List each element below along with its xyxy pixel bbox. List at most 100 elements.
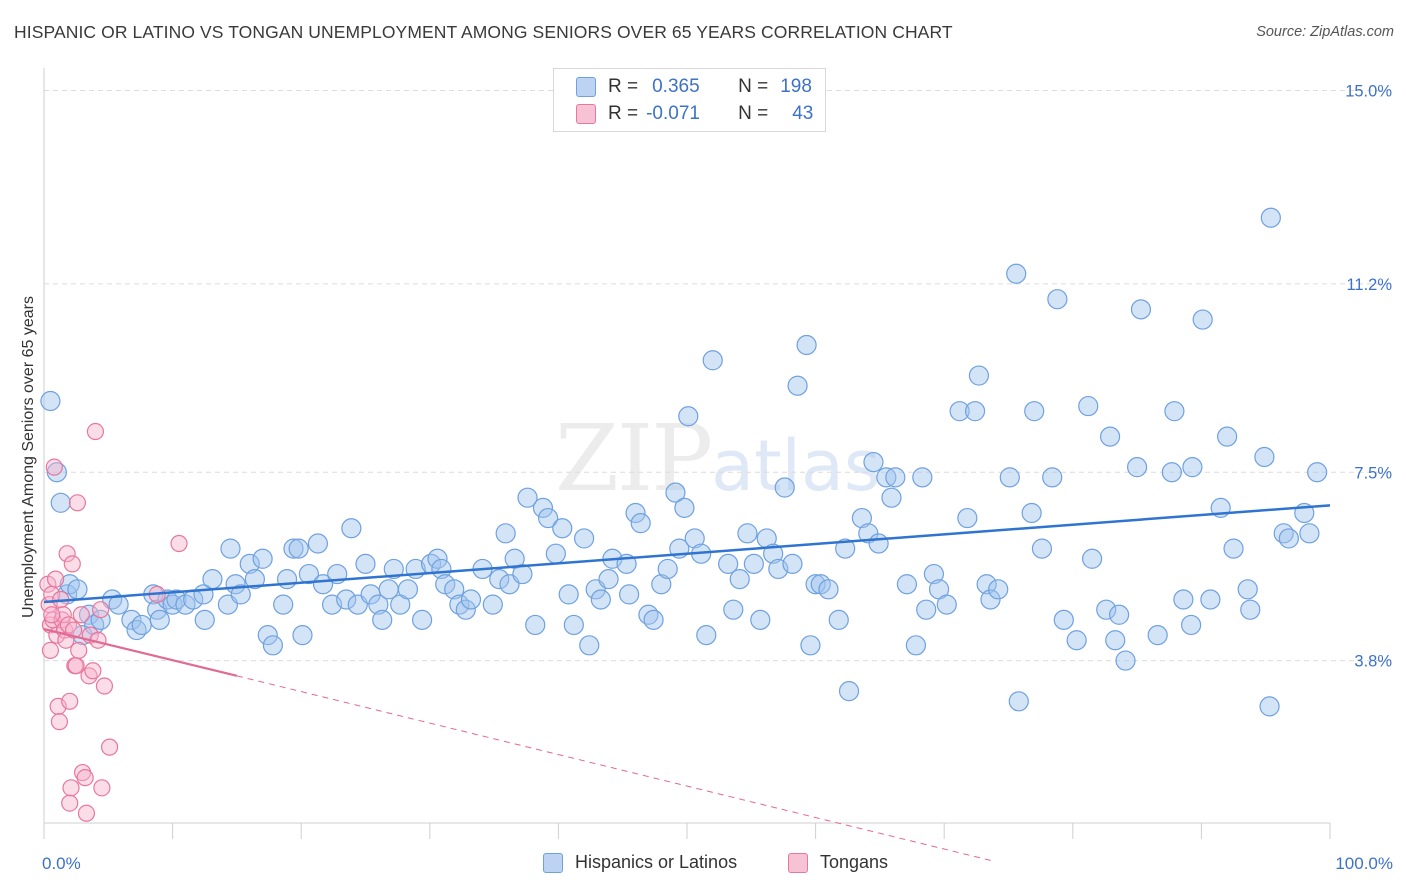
legend-swatch-hispanic bbox=[576, 77, 596, 97]
data-point-hispanic bbox=[262, 635, 284, 656]
data-point-hispanic bbox=[957, 507, 978, 529]
data-point-hispanic bbox=[495, 523, 516, 544]
data-point-hispanic bbox=[552, 518, 573, 539]
data-point-tongan bbox=[61, 794, 79, 812]
data-point-hispanic bbox=[657, 558, 678, 580]
data-point-hispanic bbox=[67, 579, 88, 600]
data-point-hispanic bbox=[1031, 538, 1053, 559]
data-point-hispanic bbox=[121, 609, 142, 630]
data-point-hispanic bbox=[838, 681, 860, 702]
data-point-hispanic bbox=[532, 497, 554, 518]
data-point-hispanic bbox=[828, 609, 849, 630]
n-label: N = bbox=[738, 103, 769, 124]
legend-label-hispanic: Hispanics or Latinos bbox=[575, 852, 738, 872]
data-point-hispanic bbox=[397, 579, 419, 600]
data-point-hispanic bbox=[912, 467, 933, 488]
data-point-hispanic bbox=[355, 553, 376, 574]
data-point-tongan bbox=[77, 804, 96, 822]
data-point-hispanic bbox=[1240, 599, 1261, 620]
data-point-hispanic bbox=[774, 477, 795, 498]
chart-title: HISPANIC OR LATINO VS TONGAN UNEMPLOYMEN… bbox=[14, 22, 953, 42]
data-point-tongan bbox=[50, 713, 69, 731]
data-point-hispanic bbox=[558, 584, 579, 605]
legend-swatch-tongan bbox=[576, 104, 596, 124]
data-point-hispanic bbox=[1006, 263, 1027, 284]
data-point-hispanic bbox=[1259, 696, 1280, 717]
data-point-tongan bbox=[62, 779, 80, 797]
data-point-hispanic bbox=[411, 609, 433, 630]
data-point-hispanic bbox=[90, 609, 111, 630]
data-point-hispanic bbox=[512, 563, 533, 585]
data-point-hispanic bbox=[1173, 589, 1194, 610]
legend-swatch-hispanic bbox=[543, 852, 563, 873]
data-point-hispanic bbox=[787, 375, 808, 396]
data-point-hispanic bbox=[818, 579, 839, 600]
data-point-hispanic bbox=[796, 334, 817, 356]
legend-item-tongan[interactable]: Tongans bbox=[788, 852, 888, 873]
data-point-tongan bbox=[43, 606, 61, 624]
r-value: -0.071 bbox=[646, 103, 700, 124]
y-tick-label: 11.2% bbox=[1346, 276, 1392, 294]
legend-item-hispanic[interactable]: Hispanics or Latinos bbox=[543, 852, 737, 873]
data-point-hispanic bbox=[835, 538, 856, 559]
data-point-hispanic bbox=[1182, 457, 1203, 478]
data-point-hispanic bbox=[383, 558, 404, 580]
data-point-hispanic bbox=[1053, 609, 1074, 630]
data-point-hispanic bbox=[868, 533, 889, 554]
r-label: R = bbox=[608, 76, 639, 97]
source-credit: Source: ZipAtlas.com bbox=[1256, 24, 1394, 40]
data-point-hispanic bbox=[729, 569, 750, 590]
data-point-hispanic bbox=[574, 528, 595, 549]
y-tick-label: 15.0% bbox=[1345, 83, 1392, 101]
data-point-hispanic bbox=[1047, 289, 1068, 310]
data-point-hispanic bbox=[50, 492, 71, 513]
data-point-hispanic bbox=[976, 574, 997, 595]
data-point-hispanic bbox=[863, 451, 884, 473]
data-point-tongan bbox=[84, 662, 102, 680]
data-point-tongan bbox=[91, 601, 110, 619]
data-point-hispanic bbox=[1066, 630, 1087, 651]
data-point-hispanic bbox=[1299, 523, 1320, 544]
data-point-hispanic bbox=[239, 553, 260, 574]
data-point-hispanic bbox=[674, 497, 695, 518]
data-point-hispanic bbox=[800, 635, 821, 656]
data-point-hispanic bbox=[988, 579, 1009, 600]
watermark: ZIPatlas bbox=[555, 405, 880, 512]
data-point-hispanic bbox=[292, 625, 313, 646]
data-point-hispanic bbox=[1223, 538, 1244, 559]
data-point-hispanic bbox=[619, 584, 640, 605]
correlation-legend: R = 0.365 N = 198 R = -0.071 N = 43 bbox=[553, 68, 826, 132]
data-point-hispanic bbox=[723, 599, 744, 620]
data-point-hispanic bbox=[678, 406, 699, 427]
data-point-hispanic bbox=[194, 609, 215, 630]
data-point-hispanic bbox=[1260, 207, 1281, 228]
data-point-tongan bbox=[86, 422, 105, 441]
data-point-hispanic bbox=[202, 569, 223, 590]
data-point-tongan bbox=[63, 555, 81, 573]
data-point-hispanic bbox=[896, 574, 918, 595]
data-point-hispanic bbox=[1147, 625, 1168, 646]
data-point-tongan bbox=[61, 692, 79, 710]
data-point-hispanic bbox=[1099, 426, 1121, 447]
data-point-hispanic bbox=[968, 365, 990, 386]
data-point-hispanic bbox=[149, 609, 170, 630]
data-point-hispanic bbox=[684, 528, 705, 549]
data-point-hispanic bbox=[651, 574, 672, 595]
data-point-tongan bbox=[170, 534, 188, 553]
data-point-hispanic bbox=[905, 635, 927, 656]
data-point-hispanic bbox=[1081, 548, 1103, 569]
watermark-zip: ZIP bbox=[555, 405, 713, 512]
data-point-hispanic bbox=[1130, 299, 1152, 320]
data-point-hispanic bbox=[1181, 614, 1202, 636]
data-point-tongan bbox=[100, 738, 119, 756]
data-point-hispanic bbox=[1105, 630, 1126, 651]
r-value: 0.365 bbox=[652, 76, 700, 97]
data-point-hispanic bbox=[1024, 401, 1045, 422]
n-value: 198 bbox=[780, 76, 812, 97]
r-label: R = bbox=[608, 103, 639, 124]
data-point-hispanic bbox=[372, 609, 393, 630]
data-point-hispanic bbox=[936, 594, 957, 615]
data-point-hispanic bbox=[1278, 528, 1299, 549]
trend-line-tongan-extension bbox=[236, 675, 996, 863]
data-point-hispanic bbox=[702, 350, 723, 371]
